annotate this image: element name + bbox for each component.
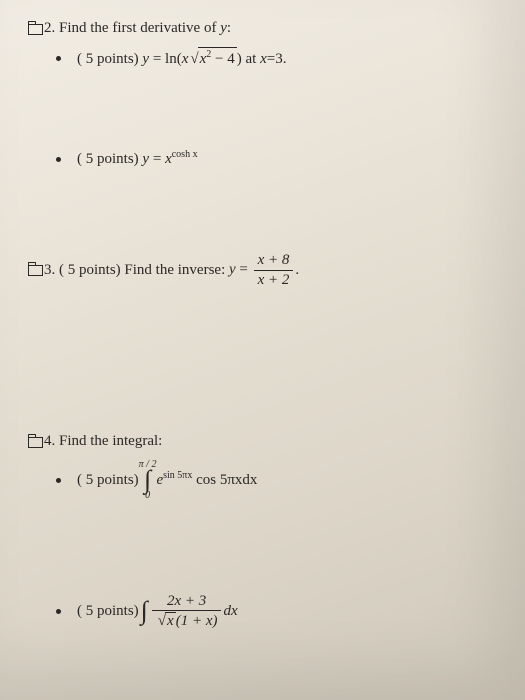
- q3-header: 3. ( 5 points) Find the inverse:: [44, 260, 225, 281]
- fraction: 2x + 3 x(1 + x): [152, 593, 222, 630]
- q2b-exp: cosh x: [172, 149, 198, 160]
- q2a-eq: = ln(: [149, 51, 182, 67]
- q4a-points: ( 5 points): [77, 470, 139, 491]
- q2a-x: x: [182, 51, 189, 67]
- bullet-icon: [56, 56, 61, 61]
- q4a-row: ( 5 points) π / 2 ∫ 0 esin 5πx cos 5πxdx: [56, 460, 497, 501]
- integral-icon: ∫: [141, 601, 148, 622]
- sqrt-icon: x2 − 4: [188, 47, 236, 70]
- q4a-rest: cos 5πxdx: [192, 472, 257, 488]
- q4b-dx: dx: [223, 601, 237, 622]
- q4b-points: ( 5 points): [77, 601, 139, 622]
- q4a-content: ( 5 points) π / 2 ∫ 0 esin 5πx cos 5πxdx: [77, 460, 257, 501]
- sqrt-icon: x: [156, 612, 176, 630]
- q4b-den-tail: (1 + x): [176, 613, 218, 629]
- q3-period: .: [295, 260, 299, 281]
- q4b-rad: x: [165, 612, 176, 630]
- q2b-base: x: [165, 151, 172, 167]
- q2-var: y: [220, 20, 227, 36]
- q3-num: x + 8: [254, 252, 294, 271]
- q4b-row: ( 5 points) ∫ 2x + 3 x(1 + x) dx: [56, 593, 497, 630]
- q2b-points: ( 5 points): [77, 151, 142, 167]
- q2a-at: x: [260, 51, 267, 67]
- q3-lhs: y: [229, 261, 236, 277]
- q2a-rad-tail: − 4: [211, 51, 234, 67]
- folder-icon: [28, 265, 42, 275]
- q2a-points: ( 5 points): [77, 51, 142, 67]
- problem-3: 3. ( 5 points) Find the inverse: y = x +…: [28, 252, 497, 288]
- integral-icon: π / 2 ∫ 0: [139, 460, 157, 501]
- q4b-num: 2x + 3: [152, 593, 222, 612]
- q2a-content: ( 5 points) y = ln(xx2 − 4) at x=3.: [77, 47, 286, 70]
- q4-header: 4. Find the integral:: [44, 433, 162, 449]
- problem-2: 2. Find the first derivative of y:: [28, 18, 497, 39]
- q3-den: x + 2: [254, 271, 294, 289]
- bullet-icon: [56, 157, 61, 162]
- q3-eq: =: [236, 261, 252, 277]
- q2a-close: ) at: [237, 51, 260, 67]
- bullet-icon: [56, 478, 61, 483]
- fraction: x + 8x + 2: [254, 252, 294, 288]
- q2b-eq: =: [149, 151, 165, 167]
- problem-4: 4. Find the integral:: [28, 431, 497, 452]
- q2b-content: ( 5 points) y = xcosh x: [77, 148, 198, 170]
- bullet-icon: [56, 609, 61, 614]
- q2b-row: ( 5 points) y = xcosh x: [56, 148, 497, 170]
- q4a-exp: sin 5πx: [163, 470, 192, 481]
- folder-icon: [28, 24, 42, 34]
- folder-icon: [28, 437, 42, 447]
- q2a-row: ( 5 points) y = ln(xx2 − 4) at x=3.: [56, 47, 497, 70]
- q2a-val: =3.: [267, 51, 287, 67]
- q4b-content: ( 5 points) ∫ 2x + 3 x(1 + x) dx: [77, 593, 238, 630]
- q2-header: 2. Find the first derivative of: [44, 20, 220, 36]
- q2-colon: :: [227, 20, 231, 36]
